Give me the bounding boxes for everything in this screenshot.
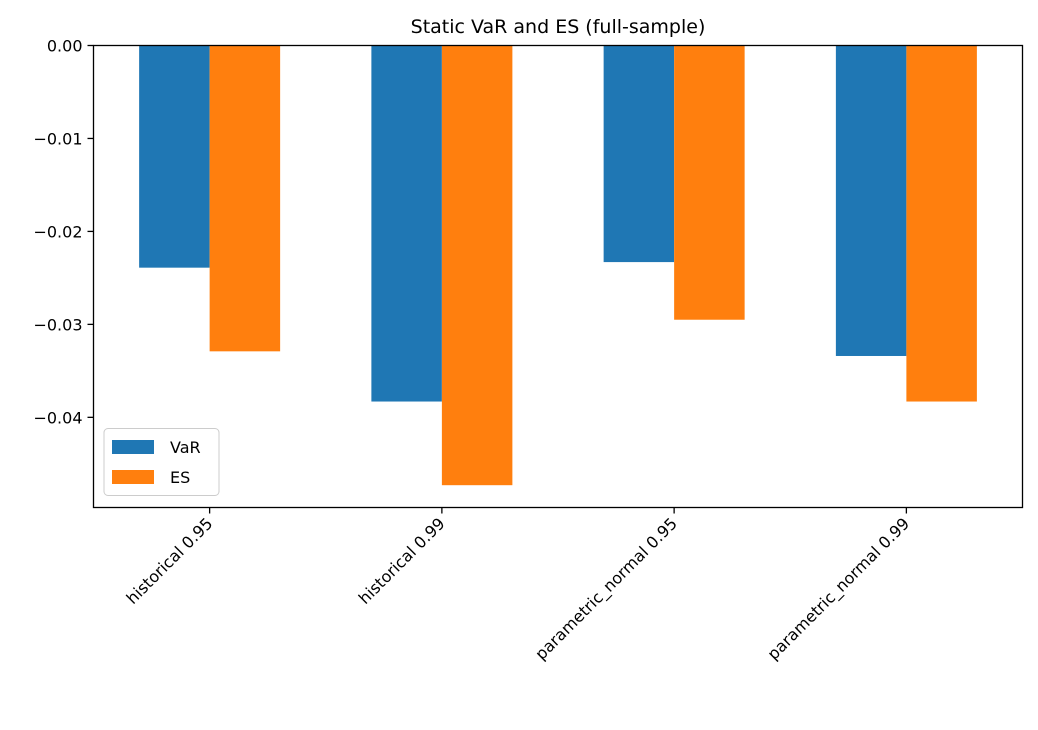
y-tick-label: −0.01 — [33, 129, 82, 148]
bar-var-3 — [603, 45, 675, 263]
legend: VaR ES — [103, 428, 220, 496]
x-tick-label: historical 0.95 — [123, 514, 217, 608]
x-tick-label: parametric_normal 0.95 — [531, 514, 681, 664]
x-axis: historical 0.95 historical 0.99 parametric… — [123, 507, 914, 664]
legend-label-var: VaR — [170, 438, 201, 457]
y-tick-label: −0.04 — [33, 408, 82, 427]
x-tick-label: historical 0.99 — [355, 514, 449, 608]
y-tick-label: 0.00 — [47, 37, 83, 56]
legend-swatch-es — [112, 470, 154, 484]
bar-var-4 — [835, 45, 907, 356]
bar-es-3 — [674, 45, 745, 320]
y-axis: 0.00 −0.01 −0.02 −0.03 −0.04 — [33, 37, 94, 427]
bar-es-4 — [906, 45, 977, 402]
legend-label-es: ES — [170, 468, 190, 487]
bar-var-2 — [371, 45, 442, 402]
bar-var-1 — [139, 45, 210, 268]
y-tick-label: −0.03 — [33, 315, 82, 334]
plot-frame — [92, 44, 1024, 509]
bar-es-1 — [209, 45, 281, 352]
legend-swatch-var — [112, 440, 154, 454]
bars-layer — [139, 45, 977, 486]
x-tick-label: parametric_normal 0.99 — [764, 514, 914, 664]
chart-title: Static VaR and ES (full-sample) — [411, 16, 706, 38]
bar-es-2 — [441, 45, 513, 486]
y-tick-label: −0.02 — [33, 222, 82, 241]
legend-box — [103, 428, 220, 496]
